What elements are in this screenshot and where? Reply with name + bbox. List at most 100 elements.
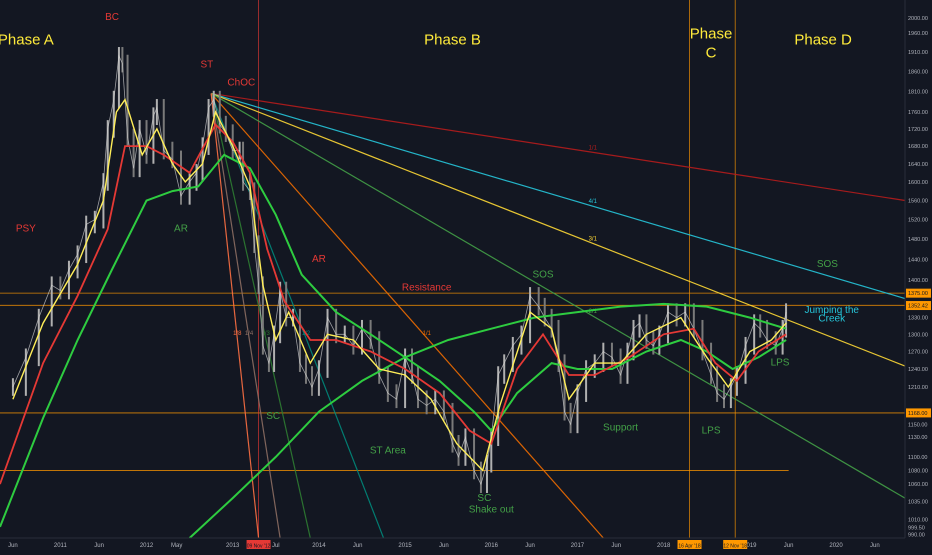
wyckoff-annotation: ChOC xyxy=(227,77,255,88)
time-tick-label: 2018 xyxy=(657,543,671,549)
wyckoff-annotation: C xyxy=(706,45,717,62)
wyckoff-annotation: Phase D xyxy=(794,31,852,48)
time-tick-label: Jun xyxy=(439,543,449,549)
gann-fan-label: 3/1 xyxy=(589,236,598,242)
time-tick-label: Jun xyxy=(784,543,794,549)
wyckoff-annotation: Phase xyxy=(690,26,733,43)
wyckoff-annotation: AR xyxy=(312,254,326,265)
time-tick-label: 2017 xyxy=(571,543,585,549)
wyckoff-annotation: Jumping the xyxy=(804,305,859,316)
time-tick-label: 2014 xyxy=(312,543,326,549)
wyckoff-annotation: ST Area xyxy=(370,446,406,457)
price-badge xyxy=(906,408,931,418)
wyckoff-annotation: Creek xyxy=(818,313,846,324)
gann-fan-label: 1/1 xyxy=(589,145,598,151)
gann-fan-label: 1/8 xyxy=(233,331,242,337)
gann-fan-label: 1/4 xyxy=(245,331,254,337)
gann-fan-line xyxy=(211,92,906,202)
close-price-line xyxy=(12,54,787,486)
wyckoff-annotation: LPS xyxy=(702,425,721,436)
time-tick-label: Jun xyxy=(353,543,363,549)
gann-fan-line xyxy=(210,93,385,539)
gann-fan-line xyxy=(210,92,906,300)
gann-fan-label: 1/3 xyxy=(262,331,271,337)
price-tick-label: 1560.00 xyxy=(908,198,928,204)
price-tick-label: 1440.00 xyxy=(908,257,928,263)
wyckoff-annotation: Resistance xyxy=(402,282,452,293)
price-tick-label: 1400.00 xyxy=(908,278,928,284)
gann-fan-line xyxy=(210,93,260,539)
wyckoff-annotation: LPS xyxy=(771,357,790,368)
time-tick-label: 2016 xyxy=(485,543,499,549)
price-tick-label: 1060.00 xyxy=(908,482,928,488)
price-tick-label: 1330.00 xyxy=(908,316,928,322)
time-tick-label: 2013 xyxy=(226,543,240,549)
time-highlight-badge xyxy=(677,540,702,549)
wyckoff-annotation: Shake out xyxy=(469,504,514,515)
price-tick-label: 1960.00 xyxy=(908,31,928,37)
wyckoff-annotation: AR xyxy=(174,224,188,235)
price-axis-background xyxy=(905,0,932,550)
price-axis[interactable]: 2000.00 1960.00 1910.00 1860.00 1810.00 1760.… xyxy=(904,0,932,550)
price-tick-label: 1240.00 xyxy=(908,367,928,373)
time-highlight-badge xyxy=(246,540,271,549)
ema-short-line xyxy=(12,98,787,472)
time-highlight-label: 12 Nov '18 xyxy=(723,544,747,550)
price-tick-label: 1680.00 xyxy=(908,144,928,150)
wyckoff-annotation: Phase B xyxy=(424,31,481,48)
price-tick-label: 990.00 xyxy=(908,532,925,538)
gann-fan-label: 4/1 xyxy=(589,199,598,205)
price-tick-label: 1860.00 xyxy=(908,69,928,75)
price-tick-label: 2000.00 xyxy=(908,16,928,22)
time-tick-label: Jun xyxy=(8,543,18,549)
annotations-layer: Phase A BC ST ChOC PSY AR AR Phase B Resistance S… xyxy=(0,12,859,515)
gann-fan-line xyxy=(210,93,604,539)
price-badge-label: 1352.42 xyxy=(908,304,928,310)
wyckoff-annotation: ST xyxy=(200,59,213,70)
price-badge-label: 1168.00 xyxy=(908,411,927,417)
price-tick-label: 1640.00 xyxy=(908,162,928,168)
time-tick-label: Jun xyxy=(870,543,880,549)
time-tick-label: 2011 xyxy=(54,543,68,549)
moving-averages-layer xyxy=(0,98,787,539)
time-highlight-badge xyxy=(723,540,748,549)
price-tick-label: 1100.00 xyxy=(908,455,927,461)
wyckoff-annotation: SOS xyxy=(532,269,553,280)
price-tick-label: 999.50 xyxy=(908,526,925,532)
time-tick-label: Jun xyxy=(94,543,104,549)
gann-fan-line xyxy=(210,92,906,499)
trendlines-layer: 1/14/13/12/11/11/21/31/41/8 xyxy=(210,92,906,539)
price-badge-label: 1375.00 xyxy=(908,291,928,297)
price-tick-label: 1760.00 xyxy=(908,110,928,116)
price-tick-label: 1600.00 xyxy=(908,180,928,186)
price-tick-label: 1080.00 xyxy=(908,468,928,474)
wyckoff-annotation: Support xyxy=(603,423,638,434)
wyckoff-annotation: SC xyxy=(477,493,491,504)
wyckoff-annotation: Phase A xyxy=(0,31,54,48)
price-tick-label: 1480.00 xyxy=(908,237,928,243)
price-tick-label: 1720.00 xyxy=(908,127,928,133)
price-tick-label: 1810.00 xyxy=(908,89,928,95)
price-badge xyxy=(906,288,931,298)
price-tick-label: 1035.00 xyxy=(908,500,928,506)
time-tick-label: 2019 xyxy=(743,543,757,549)
time-tick-label: 2012 xyxy=(140,543,154,549)
time-highlight-label: 16 Apr '18 xyxy=(678,544,701,550)
time-highlight-label: 09 Nov '12 xyxy=(247,544,271,550)
wyckoff-annotation: PSY xyxy=(16,224,36,235)
time-tick-label: Jun xyxy=(611,543,621,549)
wyckoff-annotation: SC xyxy=(266,411,280,422)
ema-long-line xyxy=(0,153,787,528)
wyckoff-annotation: SOS xyxy=(817,259,838,270)
time-axis[interactable]: Jun 2011 Jun 2012 May 2013 Jul 2014 Jun 2015 Jun 20… xyxy=(0,537,932,550)
time-tick-label: Jun xyxy=(525,543,535,549)
gann-fan-label: 1/1 xyxy=(423,331,432,337)
wyckoff-annotation: BC xyxy=(105,12,119,23)
time-tick-label: May xyxy=(171,543,182,549)
price-tick-label: 1150.00 xyxy=(908,422,927,428)
price-tick-label: 1910.00 xyxy=(908,50,928,56)
price-tick-label: 1210.00 xyxy=(908,385,928,391)
